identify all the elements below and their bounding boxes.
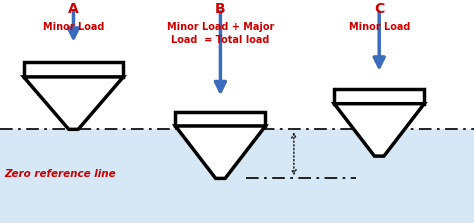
Text: B: B — [215, 2, 226, 16]
Polygon shape — [24, 77, 123, 129]
Bar — [0, 129, 474, 223]
Polygon shape — [334, 104, 424, 156]
Polygon shape — [175, 126, 265, 178]
Bar — [24, 62, 123, 77]
Text: Minor Load + Major
Load  = Total load: Minor Load + Major Load = Total load — [167, 22, 274, 45]
Text: A: A — [68, 2, 79, 16]
Bar — [334, 89, 424, 104]
Text: Minor Load: Minor Load — [348, 22, 410, 32]
Text: Zero reference line: Zero reference line — [5, 169, 116, 179]
Text: Minor Load: Minor Load — [43, 22, 104, 32]
Bar — [175, 112, 265, 126]
Text: C: C — [374, 2, 384, 16]
